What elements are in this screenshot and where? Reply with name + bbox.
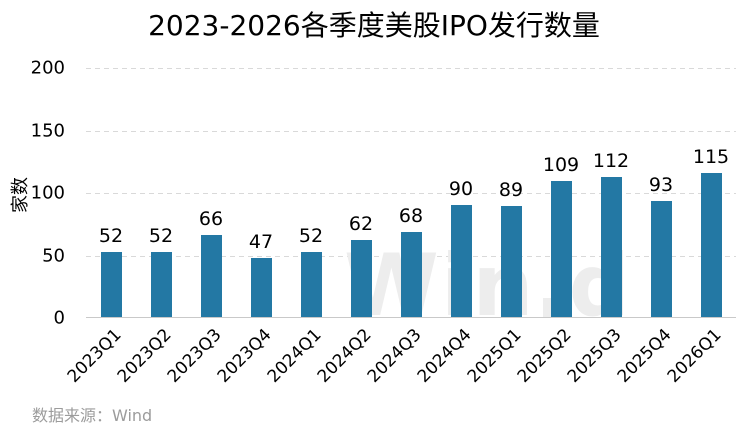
y-tick-label: 50 [42,245,65,266]
bar-2025Q4 [650,200,672,317]
bar-slot: 52 [136,68,186,317]
bar-value-label: 47 [248,231,274,254]
y-tick-label: 200 [30,57,65,79]
data-source-note: 数据来源：Wind [32,406,153,425]
x-tick-label: 2023Q3 [163,325,226,387]
bar-2026Q1 [700,173,722,317]
bar-2024Q2 [350,239,372,317]
bar-value-label: 90 [448,177,474,200]
bar-slot: 66 [186,68,236,317]
plot-area: Win d 050100150200522023Q1522023Q2662023… [31,58,736,387]
bar-slot: 52 [86,68,136,317]
gridline [86,130,736,132]
bar-slot: 68 [386,68,436,317]
bar-2023Q4 [250,258,272,317]
bar-2024Q1 [300,252,322,317]
bar-value-label: 112 [592,150,630,172]
x-tick-label: 2025Q2 [513,325,576,387]
bar-slot: 89 [486,68,536,317]
bar-value-label: 66 [198,207,224,230]
bar-value-label: 93 [648,173,674,196]
bar-2024Q3 [400,232,422,317]
bar-value-label: 115 [692,146,730,169]
y-tick-label: 150 [30,120,65,141]
gridline [86,193,736,194]
x-tick-label: 2023Q2 [113,325,176,387]
bar-value-label: 109 [542,153,580,176]
bar-slot: 112 [586,68,636,317]
bar-slot: 47 [236,68,286,317]
bar-slot: 93 [636,68,686,317]
bar-2025Q3 [600,177,622,317]
bar-slot: 115 [686,68,736,317]
gridline [86,68,736,69]
bar-slot: 62 [336,68,386,317]
bar-value-label: 52 [98,225,124,247]
x-tick-label: 2025Q1 [463,325,526,387]
bar-value-label: 89 [498,178,524,201]
bar-slot: 52 [286,68,336,317]
y-axis-title: 家数 [10,177,31,213]
bar-2023Q2 [150,252,172,317]
x-tick-label: 2025Q3 [563,325,626,387]
bar-2025Q1 [500,205,522,317]
bar-value-label: 52 [298,225,324,247]
y-tick-label: 100 [30,182,65,204]
chart-title: 2023-2026各季度美股IPO发行数量 [148,9,600,42]
x-tick-label: 2025Q4 [613,325,676,387]
x-tick-label: 2026Q1 [663,325,726,387]
x-tick-label: 2024Q4 [413,325,476,387]
bar-slot: 90 [436,68,486,317]
x-tick-label: 2024Q2 [313,325,376,387]
x-tick-label: 2024Q1 [263,325,326,387]
bar-2023Q3 [200,234,222,317]
y-tick-label: 0 [53,307,65,329]
bar-2023Q1 [100,252,122,317]
bar-slot: 109 [536,68,586,317]
bar-value-label: 62 [348,212,374,235]
bar-2025Q2 [550,180,572,317]
x-tick-label: 2024Q3 [363,325,426,387]
bar-2024Q4 [450,204,472,317]
bar-value-label: 52 [148,225,174,247]
x-tick-label: 2023Q4 [213,325,276,387]
x-tick-label: 2023Q1 [63,325,126,387]
bar-value-label: 68 [398,205,424,227]
